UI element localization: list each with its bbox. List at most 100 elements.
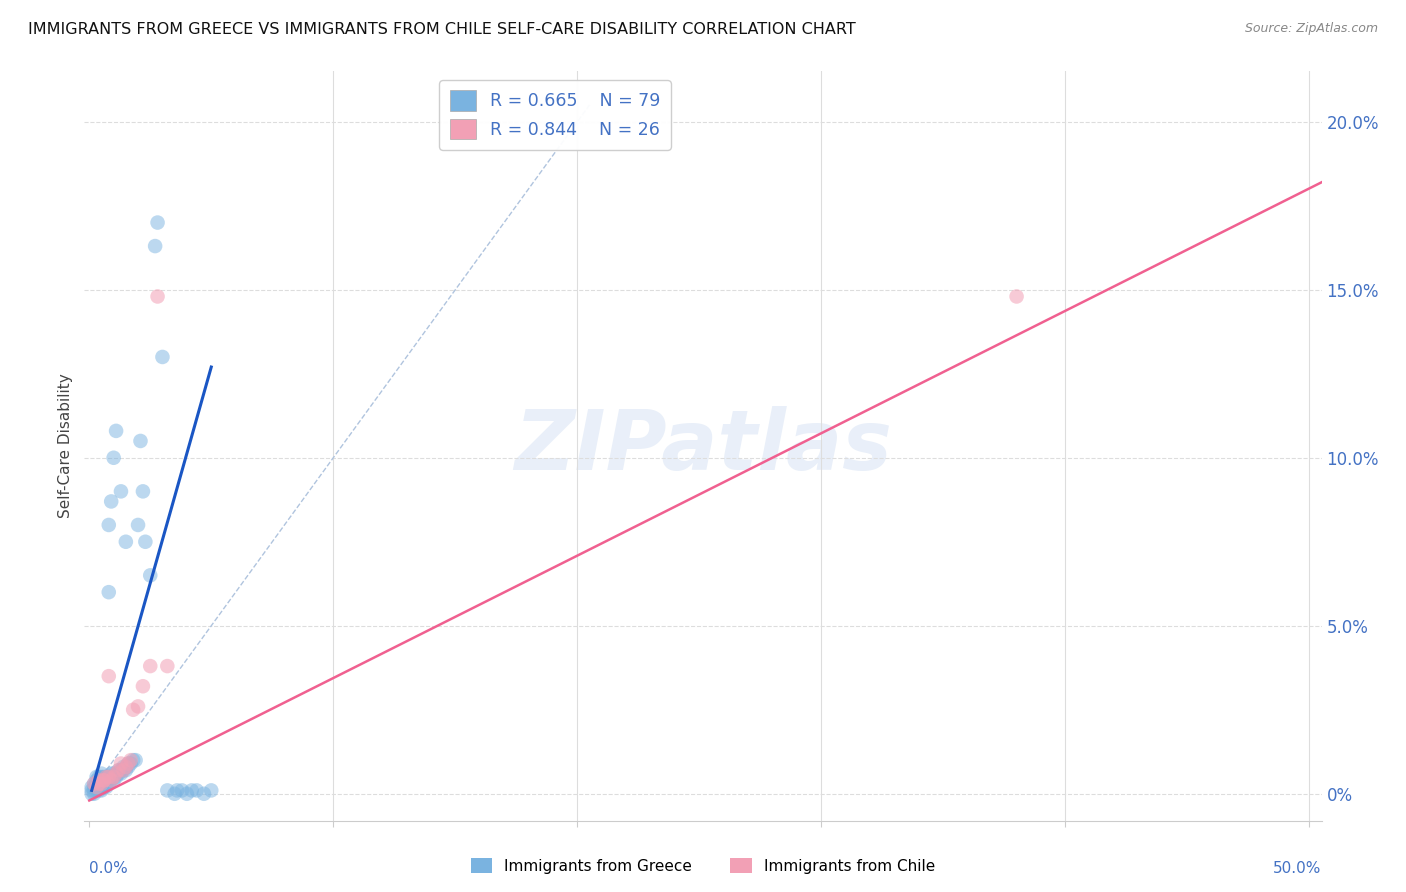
- Point: [96, 773, 118, 788]
- Point: [117, 760, 139, 774]
- Point: [122, 753, 145, 767]
- Point: [112, 763, 135, 777]
- Point: [124, 753, 146, 767]
- Legend: R = 0.665    N = 79, R = 0.844    N = 26: R = 0.665 N = 79, R = 0.844 N = 26: [440, 80, 671, 150]
- Point: [112, 763, 135, 777]
- Point: [86, 783, 108, 797]
- Point: [105, 766, 128, 780]
- Point: [86, 777, 108, 791]
- Point: [96, 770, 118, 784]
- Point: [87, 780, 110, 794]
- Point: [90, 777, 112, 791]
- Point: [93, 773, 115, 788]
- Point: [193, 787, 215, 801]
- Point: [170, 783, 193, 797]
- Point: [146, 216, 169, 230]
- Point: [156, 659, 179, 673]
- Point: [90, 777, 112, 791]
- Point: [93, 773, 115, 788]
- Point: [110, 484, 132, 499]
- Point: [176, 787, 198, 801]
- Point: [127, 699, 149, 714]
- Point: [117, 756, 139, 771]
- Point: [100, 494, 122, 508]
- Point: [105, 770, 128, 784]
- Point: [90, 770, 112, 784]
- Point: [139, 568, 162, 582]
- Point: [134, 534, 156, 549]
- Point: [103, 770, 125, 784]
- Point: [97, 773, 120, 788]
- Point: [90, 783, 112, 797]
- Point: [1005, 289, 1028, 303]
- Point: [100, 766, 122, 780]
- Point: [96, 777, 118, 791]
- Point: [87, 783, 110, 797]
- Point: [80, 780, 103, 794]
- Point: [180, 783, 202, 797]
- Point: [96, 770, 118, 784]
- Point: [90, 780, 112, 794]
- Point: [83, 780, 105, 794]
- Point: [143, 239, 166, 253]
- Point: [100, 770, 122, 784]
- Point: [107, 766, 129, 780]
- Point: [93, 770, 115, 784]
- Point: [80, 783, 103, 797]
- Legend: Immigrants from Greece, Immigrants from Chile: Immigrants from Greece, Immigrants from …: [464, 852, 942, 880]
- Point: [122, 703, 145, 717]
- Point: [97, 777, 120, 791]
- Point: [112, 760, 135, 774]
- Y-axis label: Self-Care Disability: Self-Care Disability: [58, 374, 73, 518]
- Point: [97, 770, 120, 784]
- Point: [107, 763, 129, 777]
- Point: [115, 760, 138, 774]
- Point: [110, 763, 132, 777]
- Point: [97, 669, 120, 683]
- Text: 0.0%: 0.0%: [89, 861, 128, 876]
- Point: [129, 434, 152, 448]
- Point: [166, 783, 188, 797]
- Point: [103, 770, 125, 784]
- Point: [103, 450, 125, 465]
- Point: [87, 773, 110, 788]
- Point: [97, 518, 120, 533]
- Point: [90, 766, 112, 780]
- Point: [120, 756, 142, 771]
- Point: [110, 766, 132, 780]
- Point: [115, 763, 138, 777]
- Point: [93, 773, 115, 788]
- Point: [132, 484, 155, 499]
- Point: [86, 773, 108, 788]
- Text: Source: ZipAtlas.com: Source: ZipAtlas.com: [1244, 22, 1378, 36]
- Point: [87, 777, 110, 791]
- Point: [156, 783, 179, 797]
- Point: [127, 518, 149, 533]
- Point: [86, 770, 108, 784]
- Text: 50.0%: 50.0%: [1274, 861, 1322, 876]
- Point: [86, 780, 108, 794]
- Point: [103, 773, 125, 788]
- Point: [146, 289, 169, 303]
- Point: [105, 424, 128, 438]
- Text: ZIPatlas: ZIPatlas: [515, 406, 891, 486]
- Point: [163, 787, 186, 801]
- Point: [105, 766, 128, 780]
- Point: [83, 777, 105, 791]
- Point: [97, 585, 120, 599]
- Point: [100, 773, 122, 788]
- Point: [83, 787, 105, 801]
- Point: [139, 659, 162, 673]
- Point: [97, 770, 120, 784]
- Point: [83, 783, 105, 797]
- Point: [110, 756, 132, 771]
- Point: [103, 766, 125, 780]
- Point: [96, 780, 118, 794]
- Point: [115, 534, 138, 549]
- Point: [90, 773, 112, 788]
- Point: [120, 753, 142, 767]
- Point: [107, 763, 129, 777]
- Point: [93, 777, 115, 791]
- Point: [93, 780, 115, 794]
- Point: [87, 770, 110, 784]
